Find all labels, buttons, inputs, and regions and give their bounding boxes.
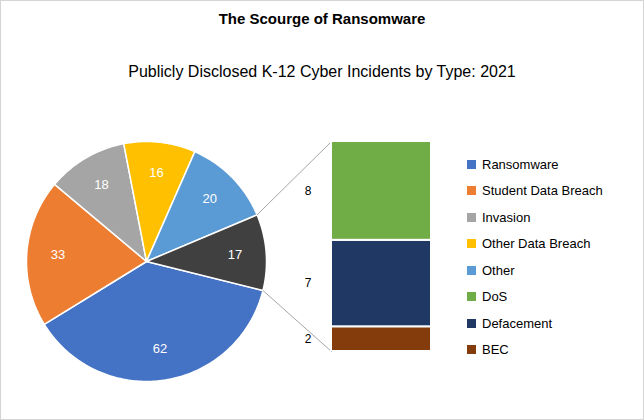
html-text:Publicly Disclosed K-12 Cyber: Publicly Disclosed K-12 Cyber Incidents … — [128, 63, 516, 80]
svg-text:33: 33 — [51, 247, 65, 262]
html-text:Student Data Breach: Student Data Breach — [482, 183, 603, 199]
svg-text:2: 2 — [305, 332, 312, 346]
html-text:Invasion: Invasion — [482, 209, 531, 225]
svg-text:7: 7 — [305, 276, 312, 290]
svg-text:8: 8 — [305, 184, 312, 198]
html-text:Ransomware: Ransomware — [482, 156, 559, 172]
svg-text:17: 17 — [228, 247, 242, 262]
html-text:Other: Other — [482, 262, 515, 278]
html-text:BEC: BEC — [482, 342, 509, 358]
svg-text:62: 62 — [153, 341, 167, 356]
svg-text:16: 16 — [149, 165, 163, 180]
svg-text:20: 20 — [203, 191, 217, 206]
svg-text:18: 18 — [94, 177, 108, 192]
html-text:Defacement: Defacement — [482, 315, 553, 331]
html-text:Other Data Breach: Other Data Breach — [482, 236, 591, 252]
html-text:The Scourge of Ransomware: The Scourge of Ransomware — [218, 10, 426, 27]
html-text:DoS: DoS — [482, 289, 508, 305]
